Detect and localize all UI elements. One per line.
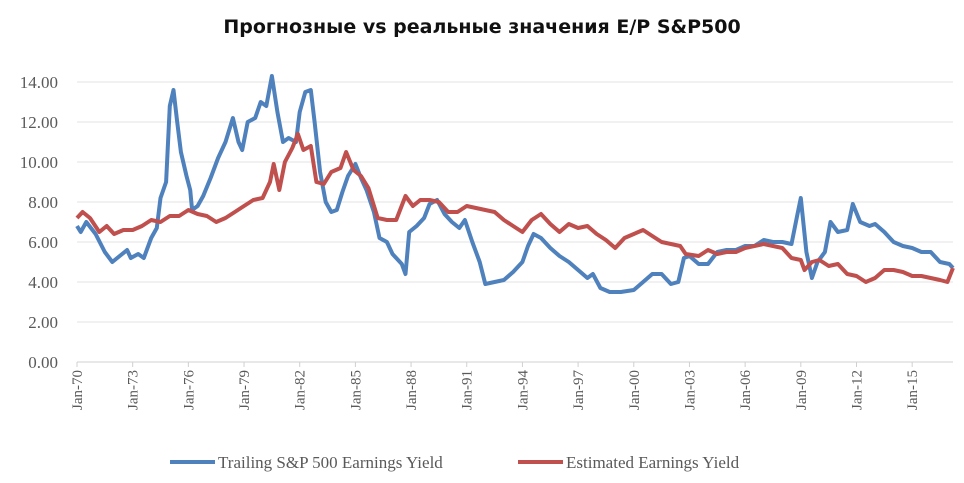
x-tick-label: Jan-03	[682, 370, 698, 410]
x-tick-label: Jan-12	[849, 370, 865, 410]
x-tick-label: Jan-76	[181, 370, 197, 410]
x-tick-label: Jan-85	[348, 370, 364, 410]
y-tick-label: 0.00	[28, 353, 58, 372]
y-tick-label: 8.00	[28, 193, 58, 212]
y-tick-label: 6.00	[28, 233, 58, 252]
x-tick-label: Jan-00	[627, 370, 643, 410]
x-tick-label: Jan-94	[515, 370, 531, 410]
y-tick-label: 14.00	[20, 73, 58, 92]
x-tick-label: Jan-09	[794, 370, 810, 410]
legend-label: Estimated Earnings Yield	[566, 453, 740, 472]
x-tick-label: Jan-88	[404, 370, 420, 410]
x-tick-label: Jan-15	[905, 370, 921, 410]
chart-title: Прогнозные vs реальные значения E/P S&P5…	[223, 16, 741, 38]
x-tick-label: Jan-82	[293, 370, 309, 410]
x-tick-label: Jan-70	[70, 370, 86, 410]
y-tick-label: 4.00	[28, 273, 58, 292]
series-line-estimated	[75, 132, 955, 284]
x-tick-label: Jan-06	[738, 370, 754, 410]
y-tick-label: 12.00	[20, 113, 58, 132]
x-tick-label: Jan-91	[460, 370, 476, 410]
legend-label: Trailing S&P 500 Earnings Yield	[218, 453, 443, 472]
x-tick-label: Jan-79	[237, 370, 253, 410]
y-tick-label: 10.00	[20, 153, 58, 172]
y-tick-label: 2.00	[28, 313, 58, 332]
x-tick-label: Jan-97	[571, 370, 587, 410]
x-tick-label: Jan-73	[126, 370, 142, 410]
